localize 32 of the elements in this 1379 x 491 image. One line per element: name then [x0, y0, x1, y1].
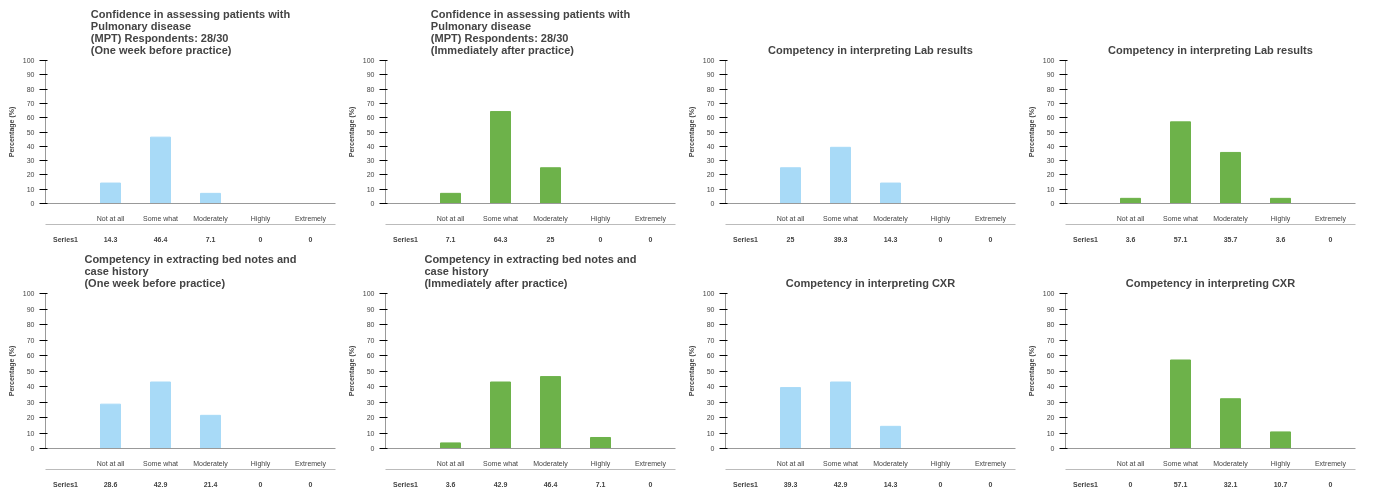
bar: [100, 403, 121, 449]
bar: [490, 381, 511, 449]
chart-title: Confidence in assessing patients with Pulmonary disease (MPT) Respondents: 28/30 (One week before practice): [90, 7, 291, 56]
bar: [880, 182, 901, 204]
chart-title: Competency in extracting bed notes and case history (Immediately after practice): [424, 252, 637, 289]
bar: [1220, 151, 1241, 204]
bar: [440, 442, 461, 449]
bar: [1170, 359, 1191, 449]
bar: [200, 414, 221, 449]
bar: [490, 111, 511, 204]
chart-title: Competency in extracting bed notes and case history (One week before practice): [84, 252, 297, 289]
bar: [590, 436, 611, 449]
bar: [440, 192, 461, 204]
bar: [540, 376, 561, 449]
bar: [1170, 121, 1191, 204]
bar: [100, 182, 121, 204]
bar: [830, 381, 851, 449]
chart-title: Competency in interpreting CXR: [1125, 276, 1296, 289]
chart-title: Competency in interpreting Lab results: [1108, 43, 1313, 56]
bar: [1270, 431, 1291, 449]
bar: [540, 167, 561, 204]
bar: [830, 146, 851, 204]
bar: [880, 425, 901, 449]
bar: [150, 381, 171, 449]
bar: [1220, 398, 1241, 449]
bar: [200, 192, 221, 204]
chart-title: Competency in interpreting CXR: [785, 276, 956, 289]
chart-title: Competency in interpreting Lab results: [768, 43, 973, 56]
bar: [780, 167, 801, 204]
bar: [150, 136, 171, 204]
bar: [780, 387, 801, 449]
chart-title: Confidence in assessing patients with Pulmonary disease (MPT) Respondents: 28/30 (Immediately after practice): [430, 7, 631, 56]
